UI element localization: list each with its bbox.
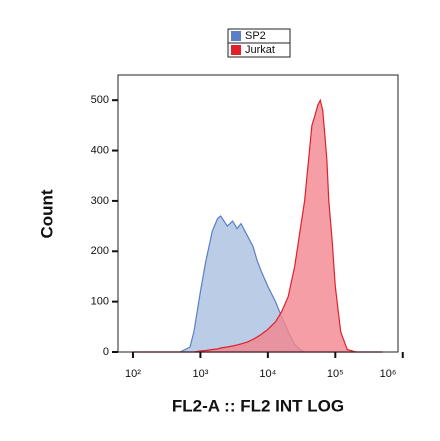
x-tick-label: 10² xyxy=(125,368,141,380)
legend-swatch xyxy=(231,45,241,55)
y-tick-label: 300 xyxy=(91,195,109,207)
y-tick-label: 0 xyxy=(103,346,109,358)
histogram-area xyxy=(133,98,383,353)
legend-swatch xyxy=(231,31,241,41)
y-tick-label: 500 xyxy=(91,94,109,106)
legend-label: SP2 xyxy=(245,30,266,42)
x-tick-label: 10⁶ xyxy=(380,368,397,380)
plot-frame xyxy=(117,74,399,353)
x-tick-label: 10³ xyxy=(192,368,208,380)
y-axis-title: Count xyxy=(37,189,56,238)
x-tick-label: 10⁴ xyxy=(259,368,276,380)
legend-label: Jurkat xyxy=(245,44,275,56)
y-tick-label: 100 xyxy=(91,296,109,308)
x-axis-title: FL2-A :: FL2 INT LOG xyxy=(172,396,344,415)
x-tick-label: 10⁵ xyxy=(327,368,344,380)
histogram-area xyxy=(133,215,383,353)
y-tick-label: 200 xyxy=(91,245,109,257)
y-tick-label: 400 xyxy=(91,144,109,156)
legend-box xyxy=(227,42,291,58)
